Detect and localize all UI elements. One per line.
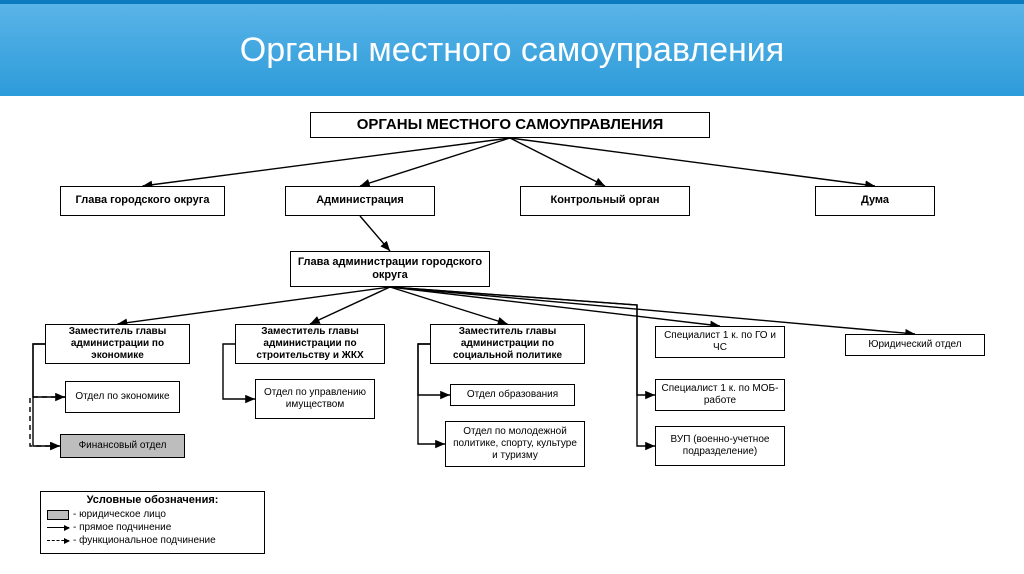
legend-item: - юридическое лицо <box>47 508 258 521</box>
legend-item-label: - юридическое лицо <box>73 508 166 521</box>
node-head: Глава городского округа <box>60 186 225 216</box>
node-legal: Юридический отдел <box>845 334 985 356</box>
node-dep1: Заместитель главы администрации по эконо… <box>45 324 190 364</box>
node-dep3: Заместитель главы администрации по социа… <box>430 324 585 364</box>
node-chiefadmin: Глава администрации городского округа <box>290 251 490 287</box>
node-vup: ВУП (военно-учетное подразделение) <box>655 426 785 466</box>
node-root: ОРГАНЫ МЕСТНОГО САМОУПРАВЛЕНИЯ <box>310 112 710 138</box>
node-dep2: Заместитель главы администрации по строи… <box>235 324 385 364</box>
node-fin: Финансовый отдел <box>60 434 185 458</box>
node-prop: Отдел по управлению имуществом <box>255 379 375 419</box>
node-edu: Отдел образования <box>450 384 575 406</box>
node-econ: Отдел по экономике <box>65 381 180 413</box>
node-spec2: Специалист 1 к. по МОБ-работе <box>655 379 785 411</box>
org-chart-diagram: ОРГАНЫ МЕСТНОГО САМОУПРАВЛЕНИЯ Глава горо… <box>0 96 1024 574</box>
legend-item: - функциональное подчинение <box>47 534 258 547</box>
legend-swatch-icon <box>47 510 69 520</box>
legend-arrow-icon <box>47 527 69 528</box>
legend-item: - прямое подчинение <box>47 521 258 534</box>
legend-dash-icon <box>47 540 69 541</box>
legend-title: Условные обозначения: <box>47 494 258 506</box>
slide-title: Органы местного самоуправления <box>240 31 784 70</box>
legend-item-label: - прямое подчинение <box>73 521 171 534</box>
node-control: Контрольный орган <box>520 186 690 216</box>
node-spec1: Специалист 1 к. по ГО и ЧС <box>655 326 785 358</box>
legend-box: Условные обозначения: - юридическое лицо… <box>40 491 265 554</box>
slide-header: Органы местного самоуправления <box>0 0 1024 96</box>
node-duma: Дума <box>815 186 935 216</box>
node-youth: Отдел по молодежной политике, спорту, ку… <box>445 421 585 467</box>
node-admin: Администрация <box>285 186 435 216</box>
legend-item-label: - функциональное подчинение <box>73 534 216 547</box>
